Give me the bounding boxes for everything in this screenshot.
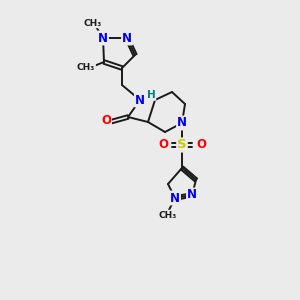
Text: N: N [187,188,197,202]
Text: O: O [158,139,168,152]
Text: N: N [122,32,132,44]
Text: H: H [147,90,155,100]
Text: CH₃: CH₃ [159,211,177,220]
Text: N: N [170,191,180,205]
Text: O: O [196,139,206,152]
Text: N: N [135,94,145,106]
Text: N: N [177,116,187,130]
Text: O: O [101,115,111,128]
Text: S: S [177,139,187,152]
Text: N: N [98,32,108,44]
Text: CH₃: CH₃ [77,64,95,73]
Text: CH₃: CH₃ [84,19,102,28]
